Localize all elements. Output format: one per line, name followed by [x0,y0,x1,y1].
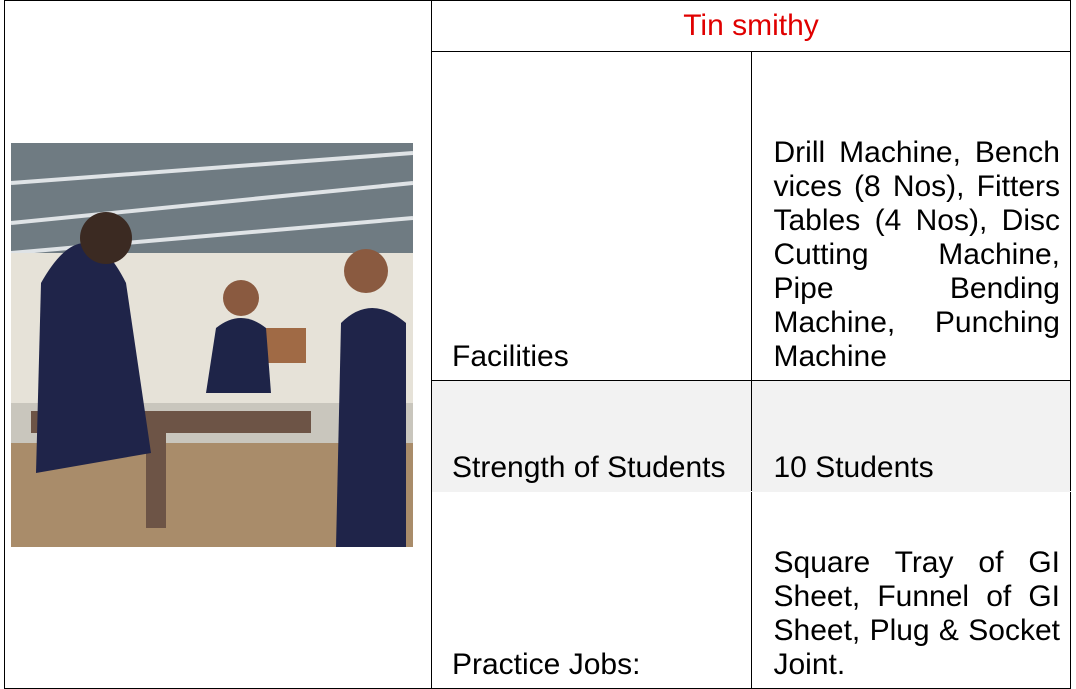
beam-leg [146,432,166,528]
row-label: Strength of Students [431,380,752,492]
row-value: 10 Students [750,380,1071,492]
row: Practice Jobs: Square Tray of GI Sheet, … [5,491,1071,689]
row-value: Drill Machine, Bench vices (8 Nos), Fitt… [750,51,1071,381]
student-middle [206,317,271,393]
title: Tin smithy [431,0,1071,52]
student-right-head [344,248,388,293]
row: Strength of Students 10 Students [5,380,1071,492]
header-row: Tin smithy [4,0,1071,689]
board [266,327,306,363]
row: Facilities Drill Machine, Bench vices (8… [5,51,1071,381]
row-value: Square Tray of GI Sheet, Funnel of GI Sh… [750,491,1071,689]
student-left [36,242,151,473]
student-middle-head [223,279,259,316]
photo-cell [4,0,432,689]
workshop-photo [11,142,413,547]
student-left-head [80,211,132,264]
row-label: Practice Jobs: [431,491,752,689]
row-label: Facilities [431,51,752,381]
lab-table: Tin smithy Facilities Drill Machine, Ben… [4,0,1071,689]
student-right [336,307,406,547]
